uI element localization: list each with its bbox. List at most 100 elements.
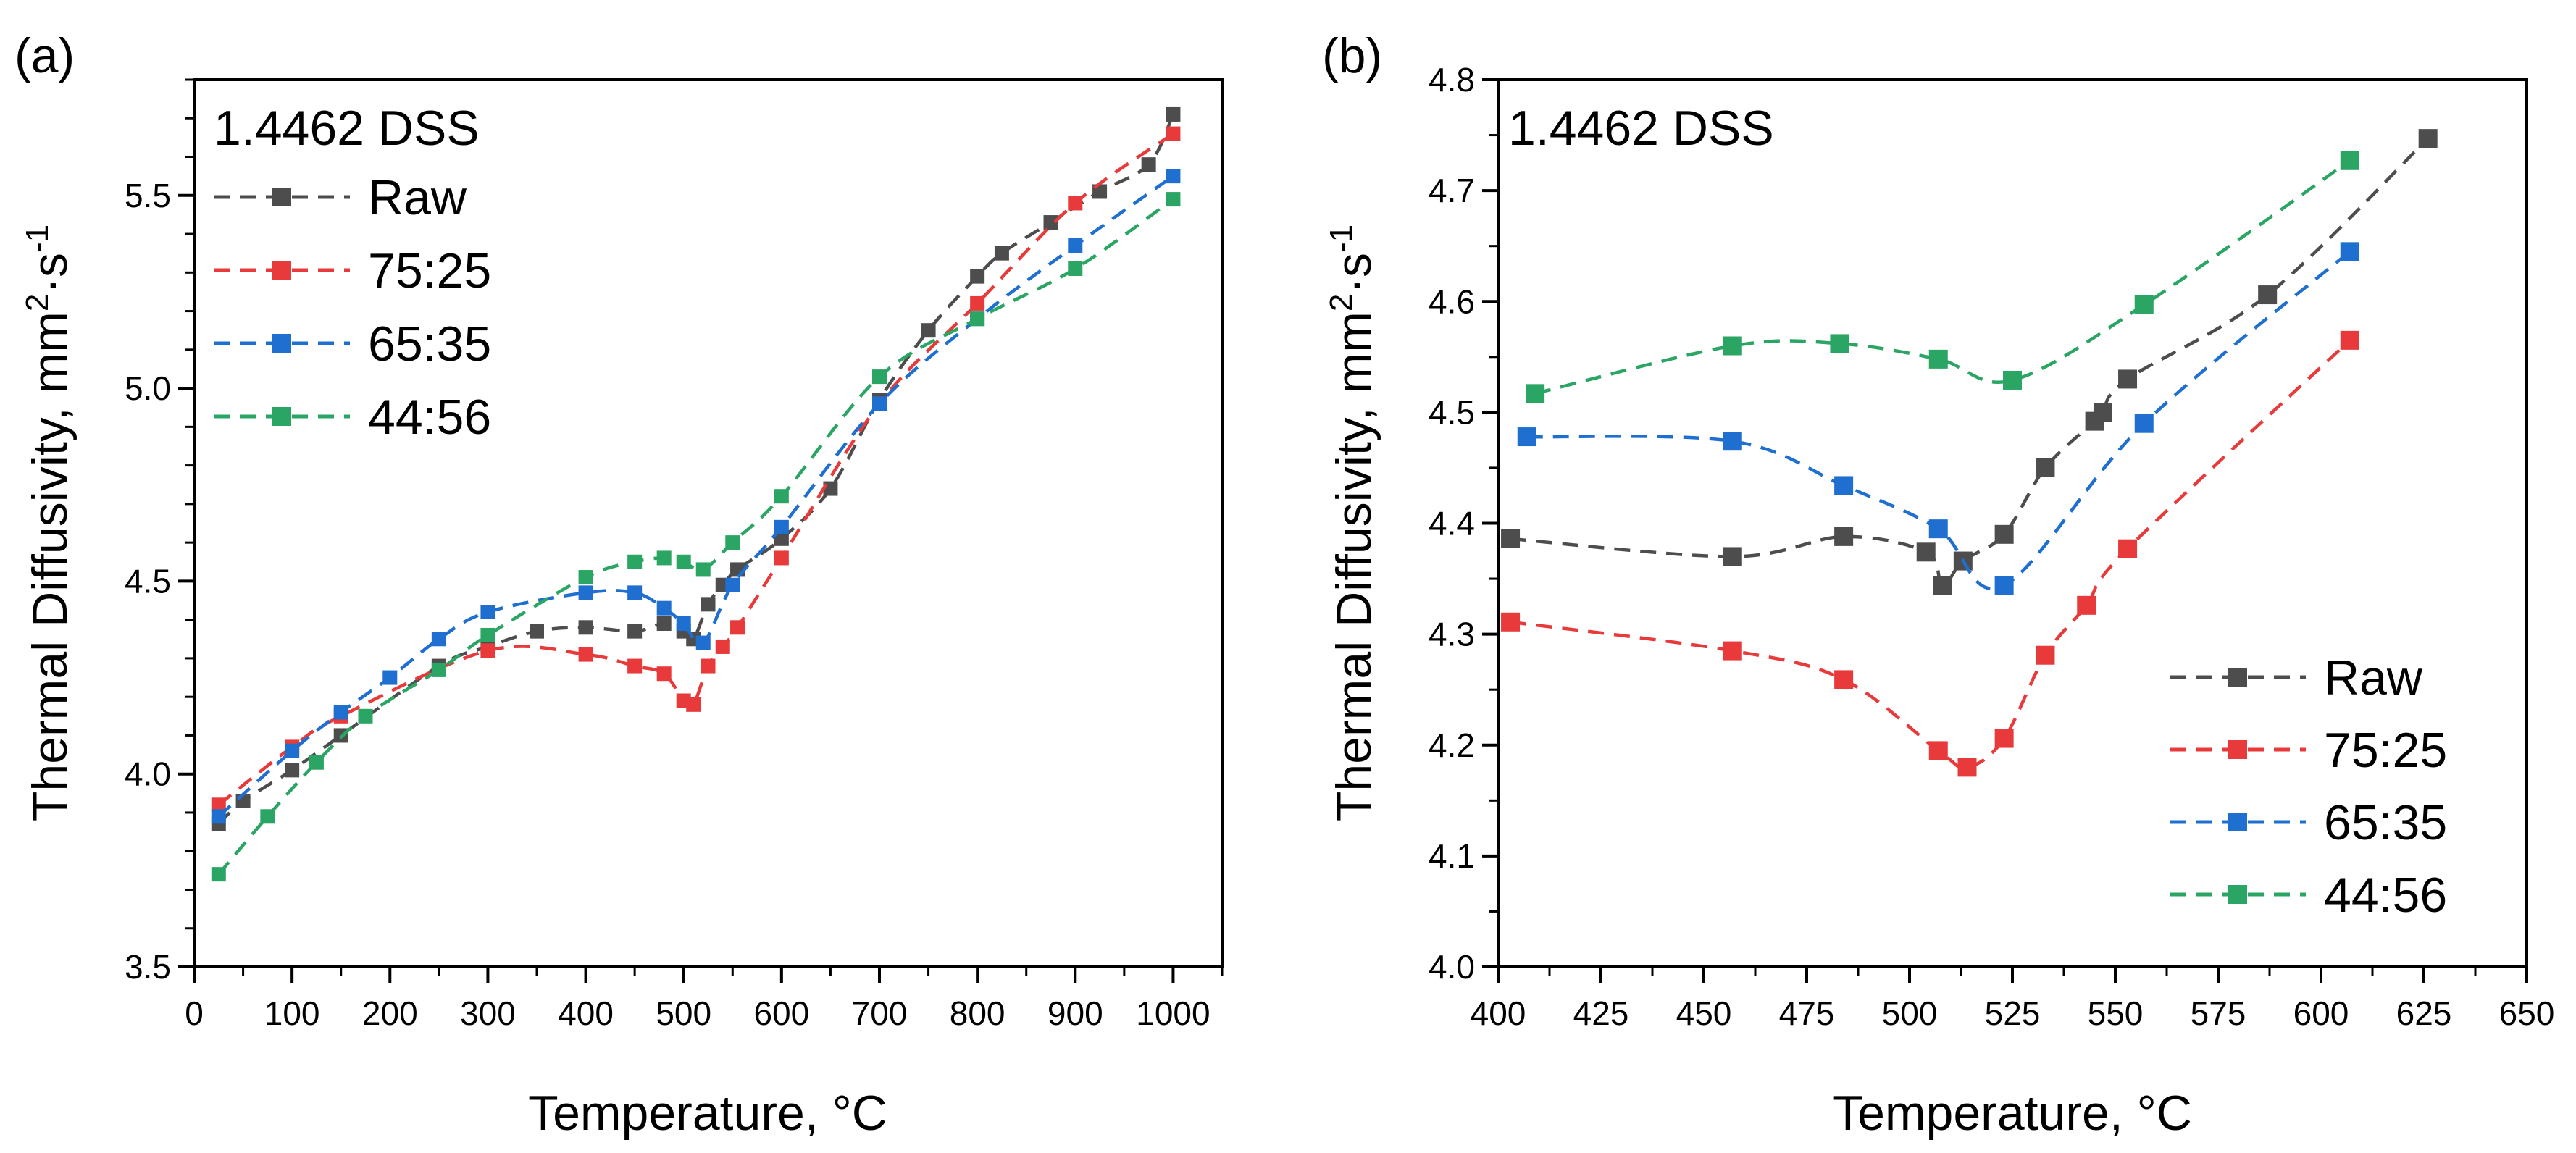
x-tick-label: 600 [2293, 994, 2349, 1032]
data-point [1957, 758, 1977, 777]
data-point [1994, 524, 2014, 544]
panel-label-b: (b) [1322, 28, 1382, 83]
y-tick-label: 4.5 [125, 562, 171, 600]
y-axis-title-sup: 2 [1323, 294, 1359, 311]
data-point [2340, 242, 2359, 261]
data-point [2134, 295, 2154, 314]
legend-label: 65:35 [368, 316, 491, 372]
data-point [309, 755, 324, 770]
x-axis-title: Temperature, °C [1833, 1086, 2192, 1141]
x-tick-label: 575 [2191, 994, 2246, 1032]
data-point [970, 269, 985, 284]
y-tick-label: 4.1 [1429, 837, 1475, 875]
x-tick-label: 625 [2396, 994, 2452, 1032]
data-point [970, 295, 985, 311]
x-tick-label: 700 [852, 994, 908, 1032]
x-tick-label: 0 [185, 994, 204, 1032]
legend-label: 44:56 [368, 390, 491, 445]
data-point [774, 519, 789, 534]
data-point [725, 577, 740, 592]
data-point [2036, 645, 2055, 665]
data-point [1994, 729, 2014, 748]
x-tick-label: 900 [1047, 994, 1103, 1032]
data-point [2036, 458, 2055, 477]
data-point [676, 616, 691, 631]
data-point [774, 489, 789, 504]
data-point [431, 662, 446, 677]
data-point [1933, 576, 1952, 595]
data-point [1928, 519, 1948, 539]
data-point [260, 809, 275, 824]
data-point [1723, 547, 1742, 566]
legend-marker [2228, 813, 2247, 831]
x-tick-label: 425 [1573, 994, 1629, 1032]
data-point [382, 670, 398, 685]
series-line-75-25 [217, 132, 1174, 807]
data-point [715, 639, 730, 654]
data-point [1723, 641, 1742, 661]
data-point [1830, 334, 1849, 353]
data-point [480, 605, 495, 619]
x-tick-label: 500 [1882, 994, 1938, 1032]
y-axis-title-text: Thermal Diffusivity, mm [22, 311, 78, 821]
x-tick-label: 200 [362, 994, 418, 1032]
data-point [1166, 192, 1181, 207]
data-point [1834, 527, 1854, 546]
data-point [578, 647, 593, 662]
y-tick-label: 4.0 [1429, 948, 1475, 986]
y-tick-label: 4.7 [1429, 172, 1475, 209]
y-tick-label: 4.0 [125, 755, 171, 793]
data-point [431, 632, 446, 647]
data-point [211, 867, 226, 882]
data-area [1501, 129, 2438, 777]
chart-title-b: 1.4462 DSS [1508, 101, 1774, 156]
data-point [358, 708, 373, 724]
data-point [285, 743, 300, 758]
data-point [686, 697, 701, 712]
y-tick-label: 4.6 [1429, 282, 1475, 320]
data-point [2340, 151, 2359, 170]
x-tick-label: 100 [264, 994, 320, 1032]
y-axis-title-text: ·s [22, 253, 78, 294]
data-point [2093, 403, 2112, 422]
x-tick-label: 300 [460, 994, 516, 1032]
data-point [1994, 576, 2014, 595]
data-point [1916, 542, 1936, 562]
x-tick-label: 800 [950, 994, 1005, 1032]
data-point [1517, 427, 1536, 447]
data-point [2118, 539, 2138, 558]
data-point [480, 643, 495, 658]
panel-b-chart: (b) 1.4462 DSS 400 425 450 475 500 525 550 575 6… [1322, 28, 2554, 1141]
x-tick-label: 600 [753, 994, 809, 1032]
legend-marker [272, 188, 291, 206]
legend-label: 65:35 [2324, 795, 2447, 850]
data-point [2418, 129, 2438, 148]
data-point [2003, 370, 2022, 390]
data-point [285, 763, 300, 778]
data-point [1834, 670, 1854, 689]
series-line-65-35 [217, 175, 1174, 818]
y-tick-label: 5.5 [125, 177, 171, 214]
data-point [1526, 384, 1545, 403]
plot-frame [193, 78, 1224, 968]
data-point [578, 620, 593, 635]
x-tick-label: 400 [1471, 994, 1526, 1032]
data-point [1501, 612, 1521, 632]
data-point [970, 311, 985, 327]
data-point [872, 369, 887, 385]
y-tick-label: 3.5 [125, 948, 171, 986]
data-point [1723, 336, 1742, 356]
series-line-65-35 [1526, 250, 2351, 590]
legend-marker [272, 334, 291, 353]
legend-marker [2228, 668, 2247, 687]
x-tick-label: 500 [656, 994, 711, 1032]
data-point [627, 554, 643, 569]
data-point [2134, 414, 2154, 433]
legend-label: 44:56 [2324, 868, 2447, 923]
data-point [774, 550, 789, 566]
legend-marker [2228, 740, 2247, 759]
data-point [2118, 369, 2138, 389]
panel-a-chart: (a) 1.4462 DSS 0 100 200 300 400 500 600 700 800… [14, 28, 1224, 1141]
x-tick-label: 550 [2088, 994, 2144, 1032]
